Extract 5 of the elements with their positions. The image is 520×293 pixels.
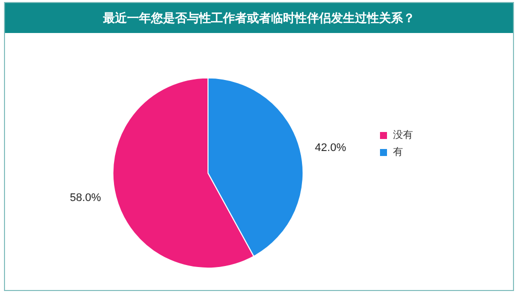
legend-label: 有 [393, 146, 403, 158]
chart-title: 最近一年您是否与性工作者或者临时性伴侣发生过性关系？ [5, 3, 513, 33]
legend-label: 没有 [393, 129, 413, 141]
data-label: 42.0% [314, 142, 346, 154]
data-label: 58.0% [70, 192, 102, 204]
